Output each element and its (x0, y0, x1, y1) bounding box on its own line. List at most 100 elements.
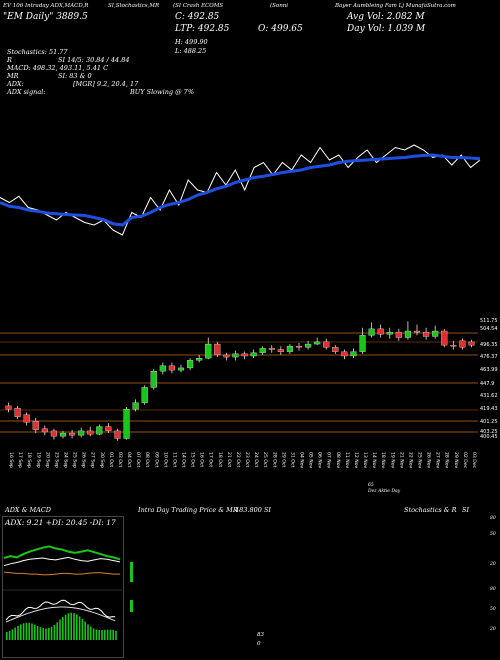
intraday-low-label: 83 (257, 632, 264, 638)
macd-histogram-bar (56, 622, 58, 640)
candle-body (413, 330, 421, 333)
candle-body (259, 348, 266, 353)
macd-histogram-bar (95, 629, 98, 640)
date-label: 09 Oct (153, 452, 159, 467)
date-label: 11 Oct (171, 452, 177, 467)
high-price: H: 499.90 (175, 38, 208, 46)
candle-body (205, 343, 212, 359)
date-label: 05 Nov (308, 452, 314, 469)
date-label: 07 Oct (135, 452, 141, 467)
candle-body (423, 331, 430, 337)
macd-histogram-bar (106, 629, 109, 640)
price-axis-label: 476.37 (480, 354, 498, 360)
macd-marker (130, 600, 133, 612)
date-label: 30 Sep (99, 452, 105, 468)
macd-histogram-bar (115, 630, 117, 640)
rsi-prefix: R (7, 56, 12, 64)
rsi-stat: SI 14/5: 30.84 / 44.84 (58, 56, 130, 64)
adx-series-line (3, 571, 120, 576)
date-label: 08 Nov (335, 452, 341, 469)
macd-histogram-bar (6, 632, 8, 640)
candle-body (78, 430, 85, 436)
candle-body (196, 358, 203, 361)
low-price: L: 488.25 (175, 47, 207, 55)
intraday-zero-label: 0 (257, 641, 261, 647)
candle-body (323, 341, 330, 348)
avg-volume: Avg Vol: 2.082 M (347, 12, 425, 22)
date-label: 01 Oct (108, 452, 114, 467)
header-top-c: (Sonni (270, 3, 289, 9)
macd-histogram-bar (104, 629, 106, 640)
price-axis-label: 431.62 (480, 393, 498, 399)
macd-histogram-bar (59, 619, 61, 640)
macd-histogram-bar (11, 629, 14, 640)
price-axis-label: 403.25 (480, 429, 498, 435)
candle-body (177, 367, 185, 371)
open-price: O: 499.65 (258, 24, 303, 34)
date-label: 03 Dec (471, 452, 477, 469)
candle-body (268, 348, 275, 350)
macd-histogram-bar (39, 627, 42, 640)
stoch-level-80: 80 (490, 516, 496, 521)
macd-histogram-bar (8, 630, 11, 640)
date-label: 25 Oct (262, 452, 268, 467)
macd-histogram-bar (34, 624, 36, 640)
date-label: 16 Sep (8, 452, 14, 468)
macd-histogram-bar (36, 625, 39, 640)
macd-histogram-bar (25, 622, 28, 640)
candle-body (214, 343, 221, 356)
adx-series-line (3, 545, 121, 561)
intraday-panel-title: Intra Day Trading Price & MR (138, 506, 238, 514)
adx-panel-title: ADX & MACD (5, 506, 51, 514)
date-label: 27 Nov (435, 452, 441, 469)
adx-values-label: ADX: 9.21 +DI: 20.45 -DI: 17 (5, 518, 116, 527)
macd-histogram-bar (64, 614, 67, 640)
candle-body (23, 414, 30, 423)
candle-body (223, 354, 230, 358)
rsi-level-50: 50 (490, 607, 496, 612)
candle-body (69, 432, 76, 436)
header-top-left: EV 106 Intraday ADX,MACD,R (3, 3, 89, 9)
stoch-level-20: 20 (490, 562, 496, 567)
macd-signal-line (5, 606, 116, 623)
moving-average-line (0, 153, 481, 227)
date-label: 02 Dec (462, 452, 468, 469)
candle-body (141, 387, 148, 403)
adx-signal-stat: BUY Slowing @ 7% (130, 88, 194, 96)
date-label: 18 Sep (26, 452, 32, 468)
candle-body (468, 341, 475, 346)
date-label: 26 Nov (426, 452, 432, 469)
adx-signal-prefix: ADX signal: (7, 88, 46, 96)
price-axis-label: 401.25 (480, 419, 498, 425)
candle-body (359, 335, 366, 352)
candle-body (232, 353, 239, 358)
macd-histogram-bar (87, 624, 89, 640)
macd-histogram-bar (98, 629, 100, 640)
ticker-line: "EM Daily" 3889.5 (3, 12, 88, 22)
date-label: 22 Nov (407, 452, 413, 469)
moving-average-chart (0, 144, 481, 236)
candle-body (32, 420, 39, 430)
date-label: 22 Oct (235, 452, 241, 467)
close-price: C: 492.85 (175, 12, 220, 22)
date-label: 04 Oct (126, 452, 132, 467)
macd-histogram-bar (109, 629, 112, 640)
candle-body (295, 346, 303, 348)
ltp-price: LTP: 492.85 (175, 24, 230, 34)
date-label: 11 Nov (344, 452, 350, 469)
date-label: 18 Nov (380, 452, 386, 469)
macd-histogram-bar (84, 621, 86, 640)
macd-stat: MACD: 498.32, 493.11, 5.41 C (7, 64, 109, 72)
date-label: 14 Nov (371, 452, 377, 469)
macd-histogram-bar (45, 628, 47, 640)
candle-body (250, 352, 257, 357)
price-axis-label: 463.99 (480, 367, 498, 373)
candle-body (286, 346, 293, 352)
date-label: 21 Nov (398, 452, 404, 469)
date-label: 31 Oct (289, 452, 295, 467)
date-label: 14 Oct (181, 452, 187, 467)
date-label: 23 Sep (53, 452, 59, 468)
stoch-panel-title: Stochastics & R (404, 506, 457, 514)
date-label: 27 Sep (90, 452, 96, 468)
candle-body (395, 331, 402, 338)
